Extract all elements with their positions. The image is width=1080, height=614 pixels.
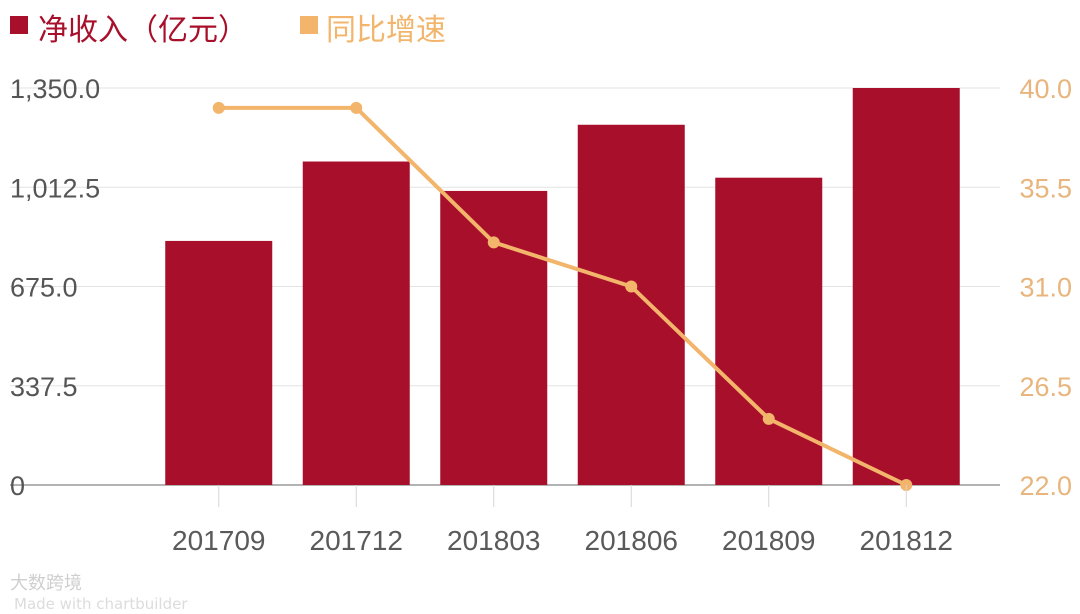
x-tick-label: 201806: [585, 525, 678, 556]
left-tick-label: 675.0: [10, 273, 78, 303]
bar: [852, 88, 960, 485]
growth-line: [218, 105, 908, 487]
x-axis: 201709 201712 201803 201806 201809 201812: [172, 485, 953, 556]
x-tick-label: 201709: [172, 525, 265, 556]
right-tick-label: 40.0: [1019, 74, 1072, 104]
x-tick-label: 201809: [722, 525, 815, 556]
right-tick-label: 22.0: [1019, 471, 1072, 501]
growth-point: [350, 101, 363, 114]
bar: [165, 240, 273, 485]
bar: [440, 190, 548, 486]
growth-point: [625, 280, 638, 293]
watermark-brand: 大数跨境: [10, 573, 82, 594]
x-tick-label: 201803: [447, 525, 540, 556]
left-axis: 0 337.5 675.0 1,012.5 1,350.0: [10, 74, 100, 501]
legend-swatch-yoy-growth: [300, 16, 318, 34]
bar: [577, 124, 685, 485]
growth-point: [487, 236, 500, 249]
legend-label-yoy-growth: 同比增速: [326, 13, 446, 48]
left-tick-label: 1,350.0: [10, 74, 100, 104]
right-tick-label: 31.0: [1019, 273, 1072, 303]
x-tick-label: 201712: [310, 525, 403, 556]
watermark-sub: Made with chartbuilder: [14, 594, 188, 613]
left-tick-label: 0: [10, 471, 25, 501]
legend-label-net-income: 净收入（亿元）: [38, 13, 248, 48]
legend-swatch-net-income: [10, 16, 28, 34]
line-series: [212, 101, 913, 491]
right-tick-label: 26.5: [1019, 372, 1072, 402]
legend: 净收入（亿元） 同比增速: [10, 13, 446, 48]
left-tick-label: 337.5: [10, 372, 78, 402]
bar: [302, 161, 410, 485]
x-tick-label: 201812: [860, 525, 953, 556]
bar-series: [165, 88, 960, 486]
growth-point: [212, 101, 225, 114]
right-axis: 22.0 26.5 31.0 35.5 40.0: [1019, 74, 1072, 501]
growth-point: [762, 412, 775, 425]
left-tick-label: 1,012.5: [10, 173, 100, 203]
right-tick-label: 35.5: [1019, 173, 1072, 203]
